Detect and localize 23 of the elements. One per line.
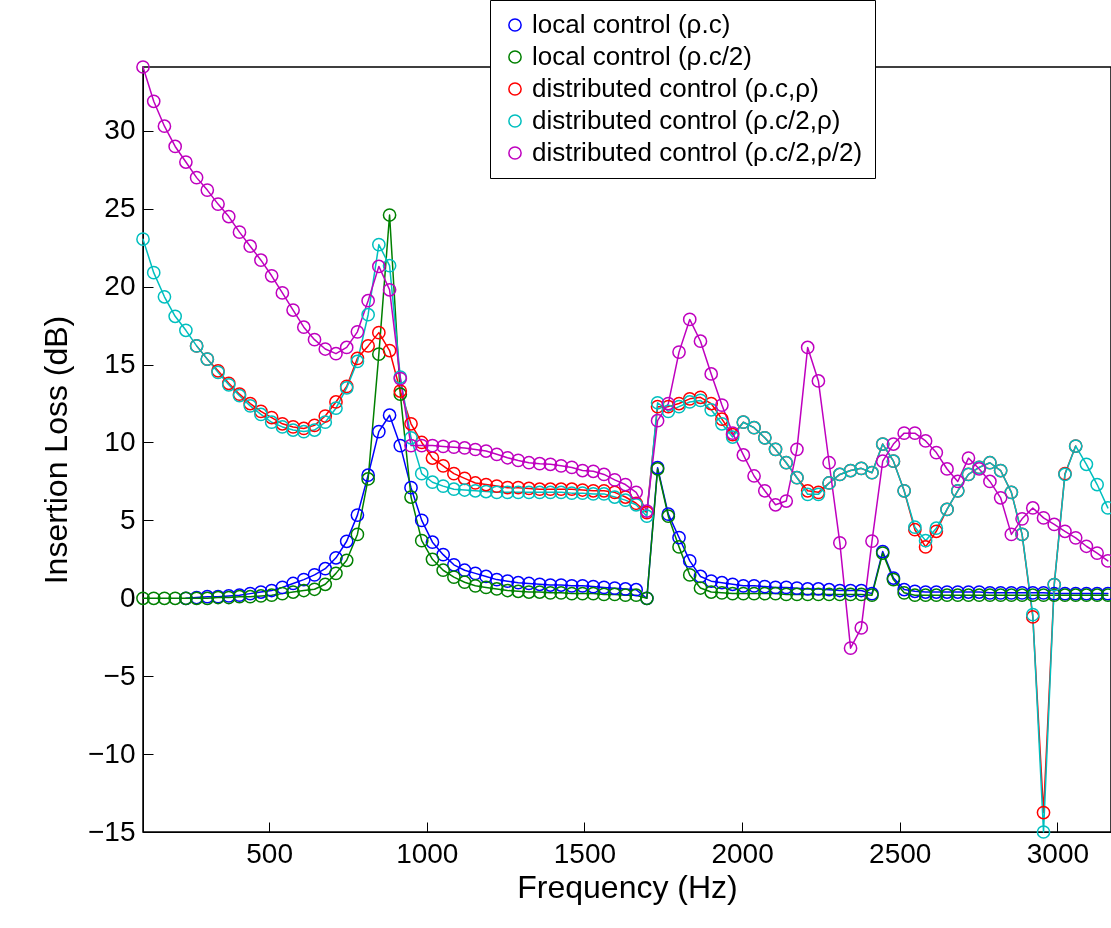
y-tick-label: −15 [88,815,136,847]
y-tick-label: 0 [119,581,136,613]
x-tick-label: 3000 [1026,837,1090,869]
y-tick-label: 5 [119,503,136,535]
y-tick-label: −5 [103,659,136,691]
x-tick-label: 500 [246,837,293,869]
y-tick-label: 15 [104,348,136,380]
y-tick-label: 10 [104,425,136,457]
legend-label: distributed control (ρ.c,ρ) [532,73,819,103]
x-axis-title: Frequency (Hz) [517,868,738,905]
y-tick-label: −10 [88,737,136,769]
y-axis-title: Insertion Loss (dB) [38,315,74,585]
y-tick-label: 20 [104,270,136,302]
x-tick-label: 1500 [553,837,617,869]
y-tick-label: 30 [104,114,136,146]
y-tick-label: 25 [104,192,136,224]
x-tick-label: 2000 [711,837,774,869]
legend-label: local control (ρ.c) [532,9,731,39]
x-tick-label: 1000 [396,837,459,869]
legend-label: local control (ρ.c/2) [532,41,752,71]
x-tick-label: 2500 [869,837,932,869]
legend-label: distributed control (ρ.c/2,ρ) [532,105,841,135]
legend-label: distributed control (ρ.c/2,ρ/2) [532,137,863,167]
